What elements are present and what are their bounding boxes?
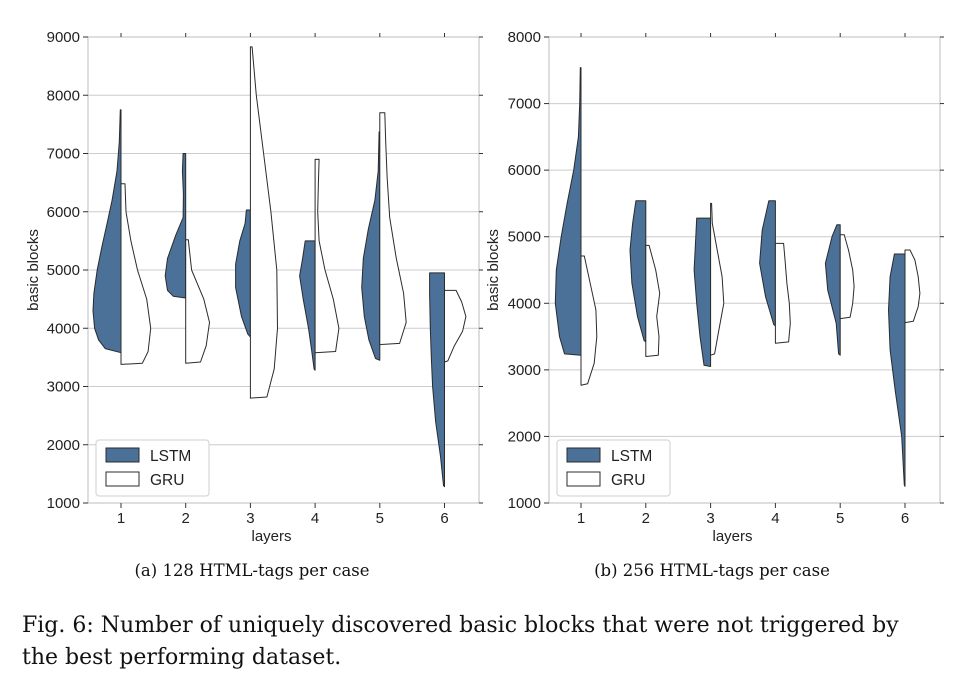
violin-lstm-layer-2 (629, 200, 647, 343)
figure-caption-line-1: Fig. 6: Number of uniquely discovered ba… (22, 613, 899, 638)
violin-gru-layer-5 (839, 234, 855, 320)
y-tick-label: 1000 (508, 495, 541, 512)
violin-lstm-layer-3 (235, 209, 251, 338)
y-tick-label: 6000 (508, 162, 541, 179)
legend: LSTM GRU (95, 439, 210, 497)
violin-gru-layer-6 (444, 289, 467, 363)
legend-label-lstm: LSTM (150, 448, 191, 465)
x-tick-label: 2 (642, 510, 650, 527)
x-tick-label: 2 (182, 510, 190, 527)
x-tick-label: 6 (901, 510, 909, 527)
violin-gru-layer-3 (710, 202, 725, 356)
violin-gru-layer-4 (314, 158, 340, 354)
y-tick-label: 6000 (47, 204, 80, 221)
legend-label-gru: GRU (611, 472, 645, 489)
y-axis-label: basic blocks (25, 229, 42, 311)
y-tick-label: 1000 (47, 495, 80, 512)
x-tick-label: 1 (117, 510, 125, 527)
x-tick-label: 4 (311, 510, 319, 527)
violin-lstm-layer-4 (759, 200, 776, 327)
x-tick-label: 1 (577, 510, 585, 527)
violin-gru-layer-3 (249, 46, 278, 399)
violin-lstm-layer-5 (824, 224, 841, 356)
y-tick-label: 8000 (508, 29, 541, 46)
subcaption-a: (a) 128 HTML-tags per case (134, 561, 369, 580)
x-tick-label: 6 (440, 510, 448, 527)
legend-swatch-gru (105, 471, 140, 487)
legend-label-gru: GRU (150, 472, 184, 489)
legend-swatch-lstm (566, 447, 601, 463)
panel-b: 1000 2000 3000 4000 5000 6000 7000 8000 1 2 3 4 5 6 b… (485, 29, 944, 580)
violin-lstm-layer-1 (554, 67, 582, 356)
y-tick-label: 7000 (47, 146, 80, 163)
violin-lstm-layer-5 (361, 131, 381, 361)
grid-lines (549, 36, 940, 504)
y-axis-label: basic blocks (485, 229, 502, 311)
y-tick-label: 2000 (47, 437, 80, 454)
x-tick-label: 4 (771, 510, 779, 527)
y-tick-label: 5000 (508, 229, 541, 246)
subcaption-b: (b) 256 HTML-tags per case (594, 561, 830, 580)
y-tick-label: 2000 (508, 428, 541, 445)
y-tick-label: 9000 (47, 29, 80, 46)
y-tick-label: 7000 (508, 96, 541, 113)
plot-frame (548, 36, 941, 504)
violin-gru-layer-1 (120, 183, 152, 365)
violins (92, 46, 467, 488)
x-tick-label: 3 (246, 510, 254, 527)
panel-a: 1000 2000 3000 4000 5000 6000 7000 8000 9000 1 2 3 4… (25, 29, 483, 580)
violin-lstm-layer-4 (299, 240, 316, 371)
y-tick-label: 3000 (508, 362, 541, 379)
violin-lstm-layer-3 (693, 217, 712, 368)
legend: LSTM GRU (556, 439, 671, 497)
legend-label-lstm: LSTM (611, 448, 652, 465)
axes: 1000 2000 3000 4000 5000 6000 7000 8000 9000 1 2 3 4… (47, 29, 483, 527)
violin-lstm-layer-2 (164, 153, 187, 299)
violin-gru-layer-2 (185, 239, 210, 364)
violin-gru-layer-4 (774, 242, 791, 344)
x-tick-label: 3 (706, 510, 714, 527)
violin-gru-layer-5 (379, 112, 407, 346)
y-tick-label: 8000 (47, 87, 80, 104)
x-axis-label: layers (251, 528, 291, 545)
violin-lstm-layer-6 (888, 253, 906, 487)
y-tick-label: 3000 (47, 379, 80, 396)
y-tick-label: 5000 (47, 262, 80, 279)
legend-swatch-lstm (105, 447, 140, 463)
violin-gru-layer-1 (580, 255, 598, 386)
violin-lstm-layer-6 (429, 272, 445, 488)
x-tick-label: 5 (376, 510, 384, 527)
x-tick-label: 5 (836, 510, 844, 527)
violin-gru-layer-2 (645, 244, 661, 358)
y-tick-label: 4000 (47, 320, 80, 337)
violin-lstm-layer-1 (92, 109, 122, 354)
violin-gru-layer-6 (904, 249, 921, 324)
violins (554, 67, 921, 487)
axes: 1000 2000 3000 4000 5000 6000 7000 8000 1 2 3 4 5 6 (508, 29, 944, 527)
legend-swatch-gru (566, 471, 601, 487)
figure-caption-line-2: the best performing dataset. (22, 645, 341, 670)
grid-lines (88, 36, 479, 504)
y-tick-label: 4000 (508, 295, 541, 312)
x-axis-label: layers (712, 528, 752, 545)
